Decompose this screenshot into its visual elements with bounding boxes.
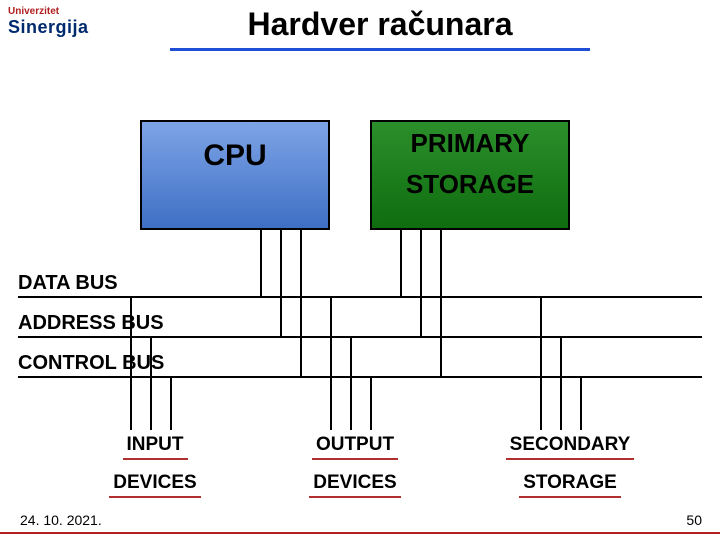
logo-main: Sinergija: [8, 17, 89, 38]
primary-storage-block: PRIMARY STORAGE: [370, 120, 570, 230]
secondary-label-1: SECONDARY: [506, 432, 635, 460]
output-conn-control: [370, 376, 372, 430]
logo-top: Univerzitet: [8, 6, 59, 17]
data-bus-label: DATA BUS: [18, 272, 118, 295]
secondary-label-2: STORAGE: [519, 470, 621, 498]
primary-conn-address: [420, 230, 422, 336]
logo: Univerzitet Sinergija: [8, 6, 89, 38]
primary-conn-control: [440, 230, 442, 376]
address-bus-line: [18, 336, 702, 338]
output-conn-data: [330, 296, 332, 430]
cpu-conn-address: [280, 230, 282, 336]
slide-date: 24. 10. 2021.: [20, 512, 102, 528]
cpu-block: CPU: [140, 120, 330, 230]
input-conn-address: [150, 336, 152, 430]
address-bus-label: ADDRESS BUS: [18, 312, 164, 335]
slide-title: Hardver računara: [170, 6, 590, 51]
output-label-1: OUTPUT: [312, 432, 398, 460]
cpu-label: CPU: [142, 126, 328, 186]
secondary-conn-data: [540, 296, 542, 430]
control-bus-label: CONTROL BUS: [18, 352, 164, 375]
primary-label-2: STORAGE: [372, 169, 568, 200]
input-devices-block: INPUT DEVICES: [95, 432, 215, 498]
output-devices-block: OUTPUT DEVICES: [295, 432, 415, 498]
output-label-2: DEVICES: [309, 470, 400, 498]
primary-conn-data: [400, 230, 402, 296]
input-label-2: DEVICES: [109, 470, 200, 498]
slide-page-number: 50: [686, 512, 702, 528]
input-conn-data: [130, 296, 132, 430]
cpu-conn-data: [260, 230, 262, 296]
secondary-conn-control: [580, 376, 582, 430]
cpu-conn-control: [300, 230, 302, 376]
input-conn-control: [170, 376, 172, 430]
secondary-storage-block: SECONDARY STORAGE: [495, 432, 645, 498]
primary-label-1: PRIMARY: [372, 128, 568, 159]
control-bus-line: [18, 376, 702, 378]
data-bus-line: [18, 296, 702, 298]
slide-header: Univerzitet Sinergija Hardver računara: [0, 6, 720, 46]
secondary-conn-address: [560, 336, 562, 430]
footer-line: [0, 532, 720, 534]
input-label-1: INPUT: [123, 432, 188, 460]
output-conn-address: [350, 336, 352, 430]
